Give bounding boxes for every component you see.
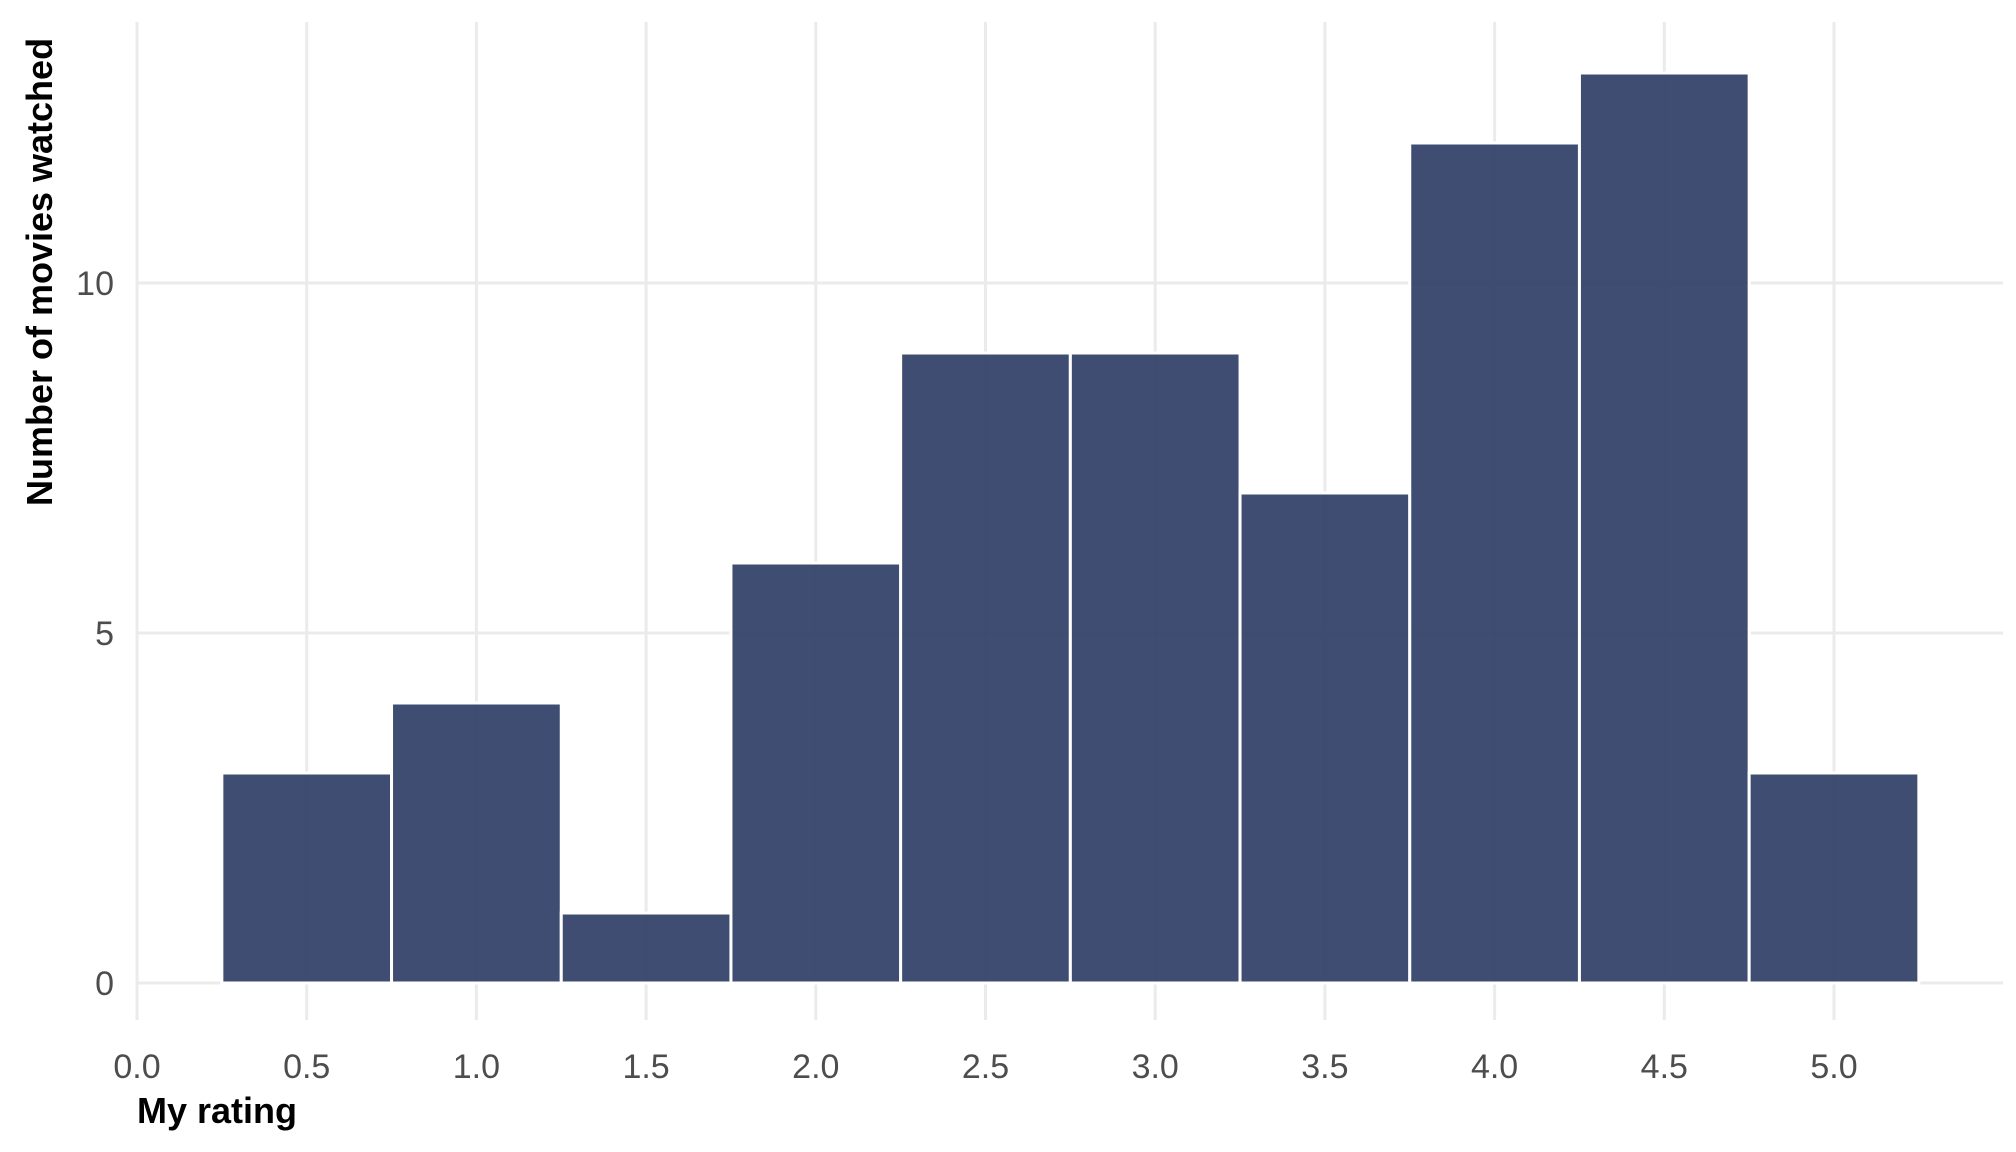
y-axis-title: Number of movies watched (19, 38, 60, 506)
x-tick-label: 3.5 (1301, 1048, 1348, 1086)
histogram-bar (1747, 771, 1921, 985)
histogram-bar (1238, 491, 1412, 985)
x-tick-label: 5.0 (1810, 1048, 1857, 1086)
x-tick-label: 3.0 (1132, 1048, 1179, 1086)
y-tick-label: 5 (95, 615, 114, 653)
x-tick-label: 1.0 (453, 1048, 500, 1086)
x-tick-label: 0.0 (113, 1048, 160, 1086)
x-axis-tick-labels: 0.0 0.5 1.0 1.5 2.0 2.5 3.0 3.5 4.0 4.5 5.0 (113, 1048, 1857, 1086)
x-tick-label: 2.0 (792, 1048, 839, 1086)
x-tick-label: 2.5 (962, 1048, 1009, 1086)
bars (220, 71, 1921, 985)
histogram-bar (729, 561, 903, 985)
x-tick-label: 4.5 (1641, 1048, 1688, 1086)
y-axis-tick-labels: 0 5 10 (76, 265, 114, 1003)
histogram-bar (390, 701, 563, 985)
histogram-bar (899, 351, 1072, 985)
y-tick-label: 10 (76, 265, 114, 303)
histogram-bar (1577, 71, 1751, 985)
x-axis-title: My rating (137, 1090, 297, 1131)
x-tick-label: 4.0 (1471, 1048, 1518, 1086)
histogram-bar (220, 771, 394, 985)
histogram-bar (1408, 141, 1581, 985)
x-tick-label: 1.5 (622, 1048, 669, 1086)
x-tick-label: 0.5 (283, 1048, 330, 1086)
y-tick-label: 0 (95, 965, 114, 1003)
histogram-bar (559, 911, 733, 985)
histogram-bar (1068, 351, 1242, 985)
